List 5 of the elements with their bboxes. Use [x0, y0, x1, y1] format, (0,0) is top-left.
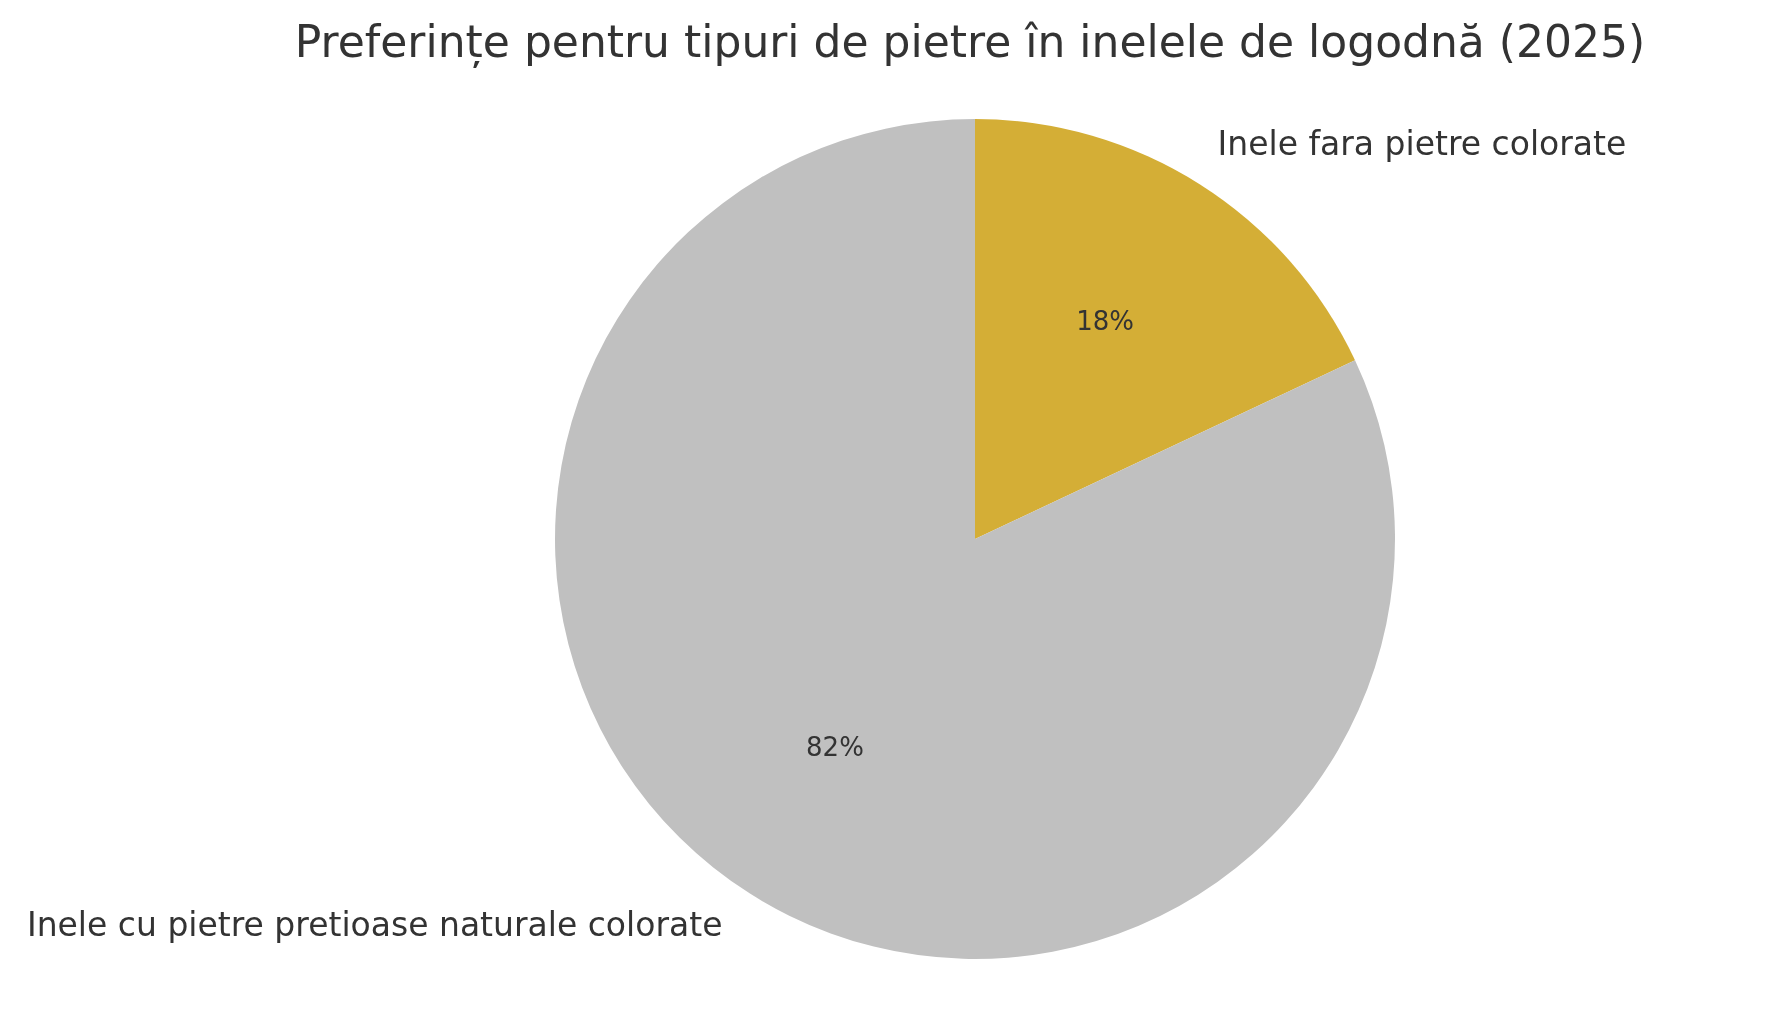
- data-label: 18%: [1076, 306, 1134, 337]
- data-label: 82%: [806, 731, 864, 762]
- slice-label: Inele cu pietre pretioase naturale colorate: [26, 904, 723, 944]
- chart-title: Preferințe pentru tipuri de pietre în inelele de logodnă (2025): [293, 15, 1647, 70]
- slice-label: Inele fara pietre colorate: [1217, 124, 1627, 164]
